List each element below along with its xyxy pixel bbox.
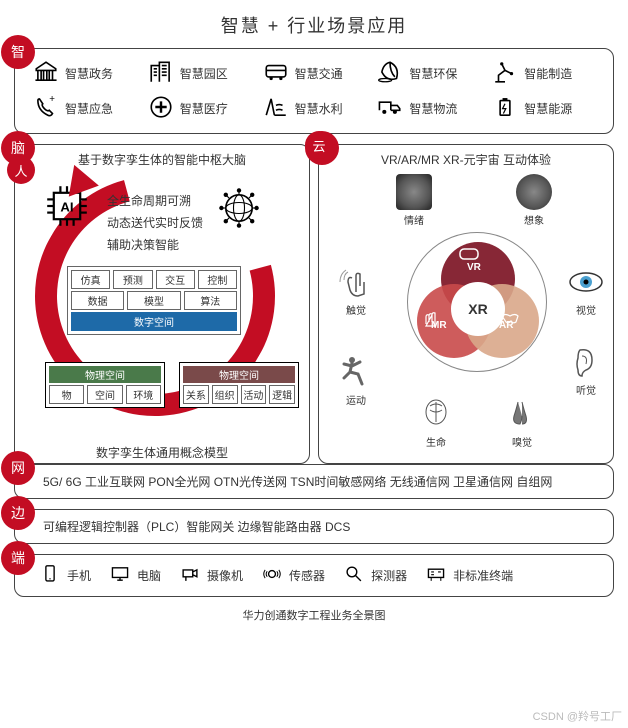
sense-smell: 嗅觉	[497, 396, 547, 449]
badge-yun: 云	[305, 131, 333, 159]
brain-subtitle: 基于数字孪生体的智能中枢大脑	[21, 151, 303, 168]
watermark: CSDN @羚号工厂	[533, 708, 622, 724]
svg-text:AI: AI	[60, 200, 73, 215]
badge-ren-left: 人	[7, 156, 35, 184]
app-phone: +智慧应急	[33, 94, 144, 123]
xr-subtitle: VR/AR/MR XR-元宇宙 互动体验	[325, 151, 607, 168]
duan-panel: 端 手机电脑摄像机传感器探测器非标准终端	[14, 554, 614, 597]
app-robot-arm: 智能制造	[492, 59, 603, 88]
sense-imagine: 想象	[509, 174, 559, 227]
device-cam: 摄像机	[179, 563, 243, 588]
layer-digital: 仿真预测交互控制 数据模型算法 数字空间	[67, 266, 241, 335]
truck-icon	[377, 94, 403, 123]
app-med: 智慧医疗	[148, 94, 259, 123]
probe-icon	[343, 563, 365, 588]
sense-hear: 听觉	[561, 344, 611, 397]
app-buildings: 智慧园区	[148, 59, 259, 88]
sense-touch: 触觉	[331, 264, 381, 317]
pc-icon	[109, 563, 131, 588]
apps-panel: 智 智慧政务智慧园区智慧交通智慧环保智能制造+智慧应急智慧医疗智慧水利智慧物流智…	[14, 48, 614, 134]
app-battery: 智慧能源	[492, 94, 603, 123]
badge-duan: 端	[1, 541, 35, 575]
badge-zhi: 智	[1, 35, 35, 69]
battery-icon	[492, 94, 518, 123]
bian-panel: 边 可编程逻辑控制器（PLC）智能网关 边缘智能路由器 DCS	[14, 509, 614, 544]
ar-glasses-icon	[501, 312, 519, 326]
device-pc: 电脑	[109, 563, 161, 588]
device-phone-dev: 手机	[39, 563, 91, 588]
wang-panel: 网 5G/ 6G 工业互联网 PON全光网 OTN光传送网 TSN时间敏感网络 …	[14, 464, 614, 499]
wang-text: 5G/ 6G 工业互联网 PON全光网 OTN光传送网 TSN时间敏感网络 无线…	[33, 473, 603, 490]
page-title: 智慧 + 行业场景应用	[14, 12, 614, 38]
cam-icon	[179, 563, 201, 588]
app-gov: 智慧政务	[33, 59, 144, 88]
badge-bian: 边	[1, 496, 35, 530]
sense-life: 生命	[411, 396, 461, 449]
app-leaf: 智慧环保	[377, 59, 488, 88]
device-misc: 非标准终端	[425, 563, 513, 588]
venn-diagram: VR MR AR XR	[417, 242, 537, 362]
brain-lines: 全生命周期可溯 动态送代实时反馈 辅助决策智能	[107, 190, 203, 256]
xr-center: XR	[451, 282, 505, 336]
vr-headset-icon	[459, 248, 479, 262]
bian-text: 可编程逻辑控制器（PLC）智能网关 边缘智能路由器 DCS	[33, 518, 603, 535]
app-truck: 智慧物流	[377, 94, 488, 123]
footer-caption: 华力创通数字工程业务全景图	[14, 607, 614, 623]
leaf-icon	[377, 59, 403, 88]
badge-wang: 网	[1, 451, 35, 485]
xr-panel: 人 VR/AR/MR XR-元宇宙 互动体验 VR MR AR XR 情绪 想象	[318, 144, 614, 464]
globe-net-icon	[217, 186, 261, 230]
buildings-icon	[148, 59, 174, 88]
sensor-icon	[261, 563, 283, 588]
med-icon	[148, 94, 174, 123]
dam-icon	[263, 94, 289, 123]
device-sensor: 传感器	[261, 563, 325, 588]
svg-text:+: +	[49, 94, 55, 105]
sense-motion: 运动	[331, 354, 381, 407]
gov-icon	[33, 59, 59, 88]
device-probe: 探测器	[343, 563, 407, 588]
mr-hand-icon	[423, 312, 439, 328]
layer-physical-left: 物理空间 物空间环境	[45, 362, 165, 408]
brain-caption: 数字孪生体通用概念模型	[15, 444, 309, 461]
misc-icon	[425, 563, 447, 588]
layer-physical-right: 物理空间 关系组织活动逻辑	[179, 362, 299, 408]
bus-icon	[263, 59, 289, 88]
robot-arm-icon	[492, 59, 518, 88]
brain-panel: 脑 基于数字孪生体的智能中枢大脑 AI 全生命周期可溯 动态送代实时反馈 辅助决	[14, 144, 310, 464]
sense-emotion: 情绪	[389, 174, 439, 227]
phone-dev-icon	[39, 563, 61, 588]
app-dam: 智慧水利	[263, 94, 374, 123]
app-bus: 智慧交通	[263, 59, 374, 88]
phone-icon: +	[33, 94, 59, 123]
sense-sight: 视觉	[561, 264, 611, 317]
